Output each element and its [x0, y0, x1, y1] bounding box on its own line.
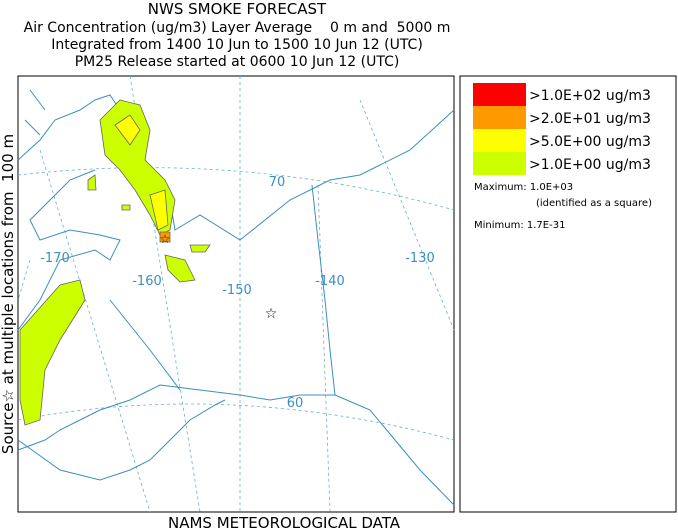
- lat-label: 70: [269, 175, 286, 190]
- legend-label: >1.0E+02 ug/m3: [529, 88, 651, 104]
- subtitle: PM25 Release started at 0600 10 Jun 12 (…: [75, 54, 400, 70]
- map: ☆ ☆ -170 -160 -150 -140 -130 70 60: [17, 75, 455, 513]
- legend-swatch: [473, 129, 526, 152]
- map-frame: [17, 75, 455, 513]
- lon-label: -170: [40, 251, 70, 266]
- source-star: ☆: [160, 232, 171, 246]
- subtitle: Air Concentration (ug/m3) Layer Average …: [24, 20, 451, 36]
- legend-swatch: [473, 83, 526, 106]
- title: NWS SMOKE FORECAST: [148, 0, 327, 18]
- subtitle: Integrated from 1400 10 Jun to 1500 10 J…: [51, 37, 423, 53]
- legend: >1.0E+02 ug/m3 >2.0E+01 ug/m3 >5.0E+00 ug/…: [473, 83, 651, 175]
- legend-label: >5.0E+00 ug/m3: [529, 134, 651, 150]
- source-star: ☆: [265, 306, 278, 322]
- minimum: Minimum: 1.7E-31: [474, 220, 565, 231]
- legend-swatch: [473, 106, 526, 129]
- lon-label: -160: [132, 274, 162, 289]
- legend-swatch: [473, 152, 526, 175]
- max-note: (identified as a square): [536, 198, 652, 209]
- legend-label: >2.0E+01 ug/m3: [529, 111, 651, 127]
- lat-label: 60: [287, 396, 304, 411]
- lon-label: -130: [405, 251, 435, 266]
- footer: NAMS METEOROLOGICAL DATA: [168, 514, 401, 532]
- map-labels: -170 -160 -150 -140 -130 70 60: [40, 175, 435, 411]
- smoke: [19, 99, 211, 426]
- maximum: Maximum: 1.0E+03: [474, 182, 573, 193]
- lon-label: -150: [222, 283, 252, 298]
- legend-label: >1.0E+00 ug/m3: [529, 157, 651, 173]
- side-label: Source☆ at multiple locations from 100 m: [0, 134, 17, 454]
- lon-label: -140: [315, 274, 345, 289]
